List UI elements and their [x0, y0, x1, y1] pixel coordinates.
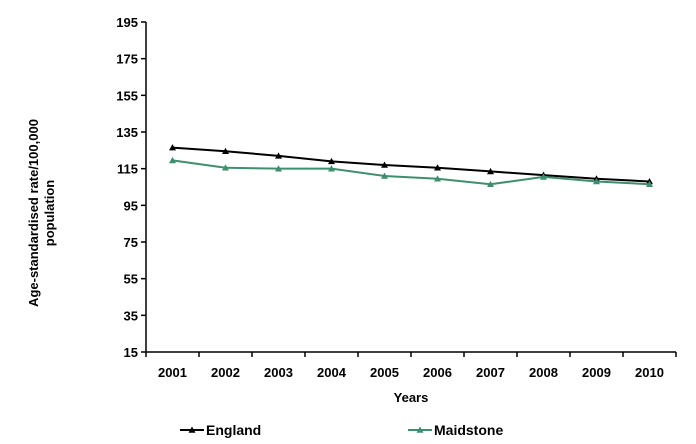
x-axis-title: Years [394, 390, 429, 405]
legend: England Maidstone [180, 422, 503, 438]
y-tick-label: 155 [116, 88, 138, 103]
y-tick-label: 35 [124, 308, 138, 323]
x-tick-label: 2006 [423, 365, 452, 380]
x-tick-label: 2002 [211, 365, 240, 380]
data-point-maidstone [593, 178, 600, 185]
data-point-england [434, 164, 441, 171]
data-point-maidstone [222, 164, 229, 171]
y-tick-label: 75 [124, 235, 138, 250]
y-axis-title: Age-standardised rate/100,000 population [26, 119, 57, 307]
data-point-england [222, 147, 229, 155]
data-point-england [169, 144, 176, 151]
x-tick-label: 2004 [317, 365, 347, 380]
legend-label-england: England [206, 422, 261, 438]
data-point-england [328, 157, 335, 165]
data-point-england [381, 161, 388, 168]
data-point-maidstone [328, 165, 335, 172]
data-point-maidstone [434, 175, 441, 182]
x-tick-label: 2008 [529, 365, 558, 380]
plot-area: 15 35 55 75 95 115 135 155 175 195 2001 2002 2003 200… [116, 15, 677, 380]
data-point-maidstone [169, 156, 176, 164]
y-tick-label: 95 [124, 198, 138, 213]
x-tick-label: 2005 [370, 365, 399, 380]
y-tick-label: 15 [124, 345, 138, 360]
series-line-maidstone [172, 159, 650, 186]
data-point-maidstone [540, 173, 547, 180]
y-tick-label: 195 [116, 15, 138, 30]
y-tick-label: 55 [124, 272, 138, 287]
data-point-maidstone [275, 165, 282, 172]
y-tick-label: 135 [116, 125, 138, 140]
x-tick-label: 2007 [476, 365, 505, 380]
data-point-maidstone [487, 180, 494, 188]
x-tick-label: 2003 [264, 365, 293, 380]
x-tick-label: 2001 [158, 365, 187, 380]
legend-marker-england [188, 426, 196, 433]
data-point-maidstone [646, 180, 653, 188]
y-axis-title-line-2: population [42, 180, 57, 246]
y-tick-label: 115 [117, 162, 138, 177]
y-tick-label: 175 [116, 52, 138, 67]
data-point-england [487, 167, 494, 175]
series-line-england [172, 146, 650, 183]
x-tick-label: 2009 [582, 365, 611, 380]
legend-marker-maidstone [416, 426, 424, 433]
legend-label-maidstone: Maidstone [434, 422, 503, 438]
data-point-maidstone [381, 172, 388, 179]
data-point-england [275, 152, 282, 159]
x-tick-label: 2010 [635, 365, 664, 380]
y-axis-title-line-1: Age-standardised rate/100,000 [26, 119, 41, 307]
